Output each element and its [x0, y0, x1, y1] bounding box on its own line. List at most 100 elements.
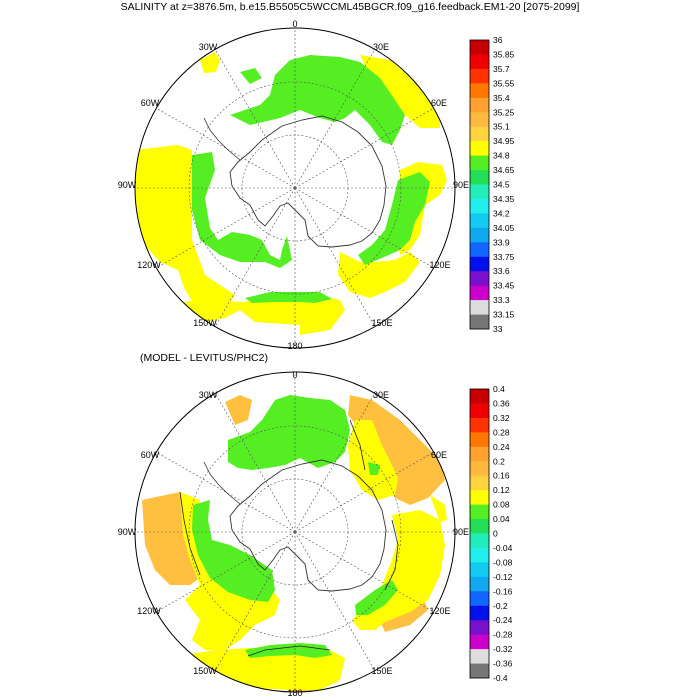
colorbar-swatch — [470, 547, 489, 563]
colorbar-swatch — [470, 562, 489, 578]
colorbar-tick-label: 36 — [493, 35, 503, 45]
top-map-border — [134, 27, 456, 349]
top-panel-title: SALINITY at z=3876.5m, b.e15.B5505C5WCCM… — [121, 1, 580, 13]
colorbar-frame — [469, 388, 490, 679]
colorbar-swatch — [470, 504, 489, 520]
colorbar-tick-label: -0.16 — [493, 586, 513, 596]
bottom-lon-90e: 90E — [453, 527, 469, 537]
colorbar-swatch — [470, 300, 489, 315]
colorbar-tick-label: 0.32 — [493, 413, 510, 423]
colorbar-tick-label: 35.25 — [493, 107, 515, 117]
colorbar-swatch — [470, 663, 489, 679]
top-colorbar: 36 35.85 35.7 35.55 35.4 35.25 35.1 34.95 34.8 34… — [469, 35, 515, 334]
colorbar-swatch — [470, 54, 489, 70]
colorbar-swatch — [470, 605, 489, 621]
colorbar-tick-label: 35.4 — [493, 93, 510, 103]
colorbar-swatch — [470, 403, 489, 419]
colorbar-swatch — [470, 83, 489, 99]
colorbar-tick-label: 0.36 — [493, 398, 510, 408]
colorbar-tick-label: 0.28 — [493, 427, 510, 437]
top-lon-60w: 60W — [141, 98, 160, 108]
colorbar-tick-label: 34.2 — [493, 208, 510, 218]
colorbar-frame — [469, 39, 490, 330]
colorbar-tick-label: 33.75 — [493, 252, 515, 262]
bottom-contours — [179, 419, 399, 657]
bottom-lon-0: 0 — [292, 370, 297, 380]
colorbar-swatch — [470, 620, 489, 636]
colorbar-tick-label: -0.04 — [493, 543, 513, 553]
top-lon-120e: 120E — [429, 260, 450, 270]
bottom-map — [134, 371, 456, 693]
colorbar-swatch — [470, 112, 489, 128]
colorbar-tick-label: 35.1 — [493, 122, 510, 132]
top-lon-90w: 90W — [118, 180, 137, 190]
bottom-lon-30w: 30W — [199, 390, 218, 400]
colorbar-tick-label: 33.3 — [493, 295, 510, 305]
bottom-lon-60e: 60E — [431, 450, 447, 460]
colorbar-swatch — [470, 198, 489, 214]
bottom-colorbar: 0.4 0.36 0.32 0.28 0.24 0.2 0.16 0.12 0.08 0.04 0 -… — [469, 384, 513, 683]
top-lon-60e: 60E — [431, 98, 447, 108]
bottom-lon-150w: 150W — [193, 666, 217, 676]
top-graticule — [135, 28, 455, 348]
colorbar-swatch — [470, 576, 489, 592]
top-lon-30e: 30E — [373, 42, 389, 52]
colorbar-swatch — [470, 271, 489, 287]
top-lon-120w: 120W — [137, 260, 161, 270]
colorbar-swatch — [470, 141, 489, 156]
colorbar-tick-label: -0.12 — [493, 572, 513, 582]
colorbar-tick-label: -0.36 — [493, 659, 513, 669]
colorbar-swatch — [470, 126, 489, 142]
colorbar-swatch — [470, 446, 489, 462]
colorbar-tick-label: 0.04 — [493, 514, 510, 524]
colorbar-tick-label: 35.55 — [493, 78, 515, 88]
bottom-antarctica-coast — [229, 459, 387, 592]
bottom-green-region — [192, 395, 398, 658]
top-lon-150e: 150E — [371, 318, 392, 328]
colorbar-swatch — [470, 285, 489, 301]
colorbar-swatch — [470, 591, 489, 607]
colorbar-swatch — [470, 432, 489, 448]
colorbar-swatch — [470, 170, 489, 185]
colorbar-tick-label: -0.2 — [493, 601, 508, 611]
colorbar-swatch — [470, 490, 489, 505]
bottom-map-border — [134, 371, 456, 693]
bottom-map-field — [135, 372, 455, 692]
colorbar-swatch — [470, 97, 489, 113]
colorbar-tick-label: 34.05 — [493, 223, 515, 233]
colorbar-tick-label: 34.8 — [493, 151, 510, 161]
colorbar-tick-label: 33.6 — [493, 266, 510, 276]
colorbar-tick-label: 0.08 — [493, 500, 510, 510]
colorbar-swatch — [470, 475, 489, 491]
colorbar-tick-label: 34.35 — [493, 194, 515, 204]
colorbar-tick-label: 0.2 — [493, 456, 505, 466]
top-lon-0: 0 — [292, 19, 297, 29]
colorbar-swatch — [470, 256, 489, 272]
bottom-lon-120e: 120E — [429, 606, 450, 616]
top-lon-150w: 150W — [193, 318, 217, 328]
top-antarctica-coast — [229, 115, 387, 248]
colorbar-swatch — [470, 461, 489, 477]
colorbar-tick-label: 0 — [493, 529, 498, 539]
colorbar-swatch — [470, 213, 489, 229]
bottom-lon-labels: 0 30E 60E 90E 120E 150E 180 150W 120W 90… — [118, 370, 469, 698]
bottom-lon-30e: 30E — [373, 390, 389, 400]
colorbar-swatch — [470, 40, 489, 55]
bottom-graticule — [135, 372, 455, 692]
top-map — [134, 27, 456, 349]
colorbar-tick-label: 34.65 — [493, 165, 515, 175]
colorbar-swatch — [470, 155, 489, 171]
top-lon-labels: 0 30E 60E 90E 120E 150E 180 150W 120W 90… — [118, 19, 469, 351]
bottom-panel-title: (MODEL - LEVITUS/PHC2) — [140, 352, 268, 364]
colorbar-swatch — [470, 519, 489, 534]
colorbar-tick-label: -0.08 — [493, 557, 513, 567]
bottom-lon-90w: 90W — [118, 527, 137, 537]
bottom-lon-120w: 120W — [137, 606, 161, 616]
colorbar-tick-label: 33 — [493, 324, 503, 334]
colorbar-tick-label: 35.85 — [493, 49, 515, 59]
colorbar-swatch — [470, 242, 489, 258]
colorbar-tick-label: 33.45 — [493, 281, 515, 291]
colorbar-tick-label: 0.12 — [493, 485, 510, 495]
colorbar-swatch — [470, 227, 489, 243]
